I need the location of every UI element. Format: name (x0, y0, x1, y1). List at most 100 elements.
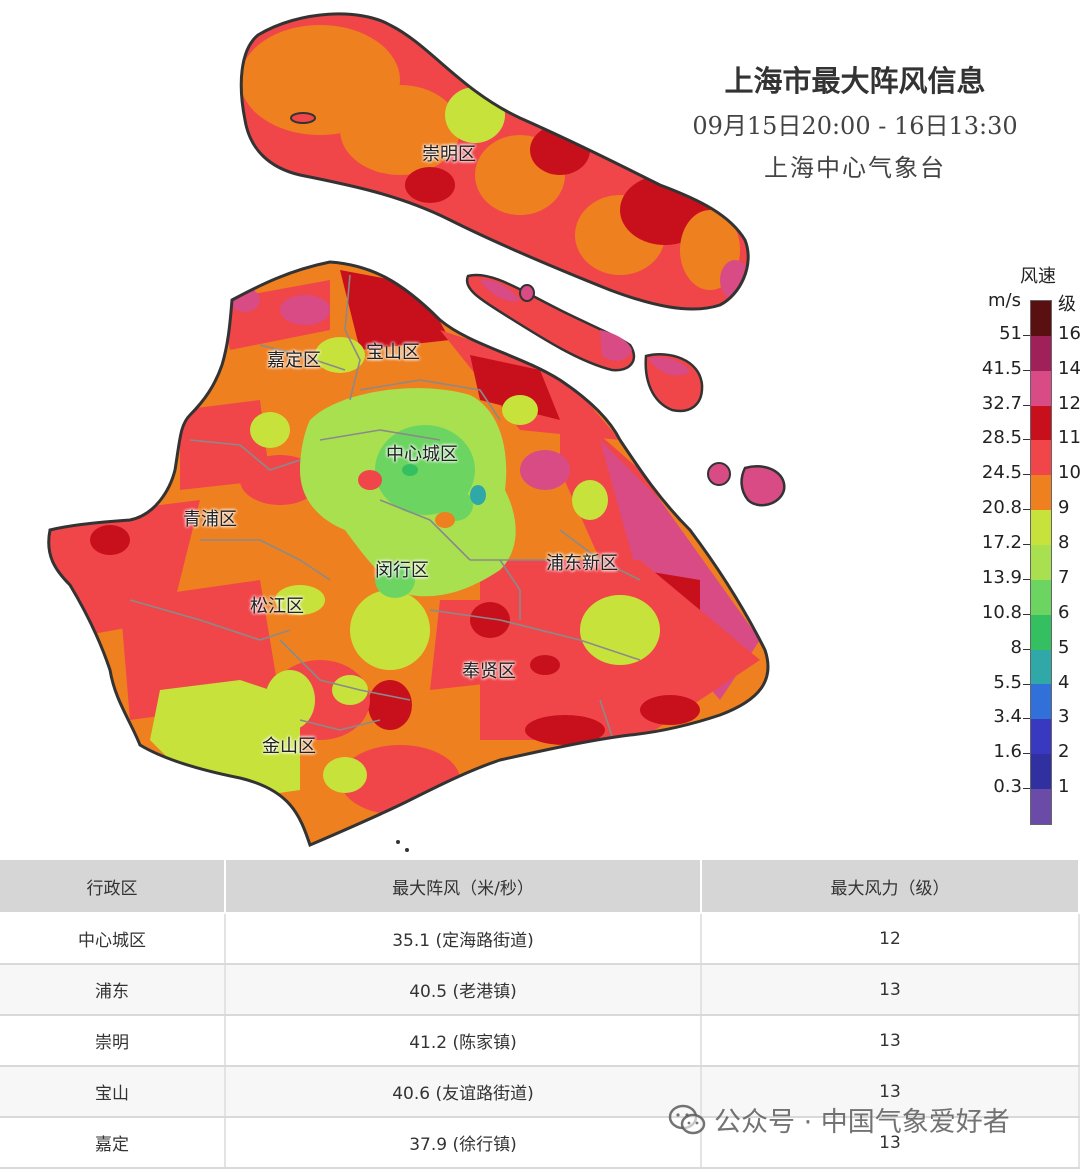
cell-gust: 35.1 (定海路街道) (225, 913, 702, 965)
cell-gust: 41.2 (陈家镇) (225, 1015, 702, 1067)
legend-tick (1023, 544, 1030, 546)
col-district: 行政区 (0, 860, 226, 914)
label-center: 中心城区 (386, 444, 458, 465)
col-gust: 最大阵风（米/秒） (225, 860, 702, 914)
legend-speed-label: 17.2 (981, 532, 1022, 554)
legend-color-segment (1031, 335, 1051, 371)
legend-speed-label: 10.8 (981, 601, 1022, 623)
watermark: 公众号 · 中国气象爱好者 (668, 1100, 1010, 1139)
legend-grade-label: 3 (1058, 706, 1070, 728)
table-header-row: 行政区 最大阵风（米/秒） 最大风力（级） (0, 860, 1080, 914)
legend-tick (1023, 334, 1030, 336)
legend-grade-label: 8 (1058, 532, 1070, 554)
table-row: 浦东 40.5 (老港镇) 13 (0, 964, 1080, 1016)
legend-color-segment (1031, 510, 1051, 546)
legend-color-segment (1031, 370, 1051, 406)
cell-grade: 13 (701, 1117, 1080, 1169)
legend-tick (1023, 439, 1030, 441)
legend-color-segment (1031, 789, 1051, 824)
legend-grade-label: 10 (1058, 462, 1080, 484)
legend-color-segment (1031, 754, 1051, 790)
legend-grade-label: 12 (1058, 392, 1080, 414)
label-qingpu: 青浦区 (183, 509, 237, 530)
cell-grade: 13 (701, 1066, 1080, 1118)
gust-table: 行政区 最大阵风（米/秒） 最大风力（级） 中心城区 35.1 (定海路街道) … (0, 860, 1080, 1169)
legend-grade-label: 6 (1058, 601, 1070, 623)
cell-district: 崇明 (0, 1015, 226, 1067)
cell-grade: 12 (701, 913, 1080, 965)
issuing-organization: 上海中心气象台 (764, 154, 946, 182)
legend-tick (1023, 718, 1030, 720)
legend-grade-label: 5 (1058, 636, 1070, 658)
legend-color-bar (1030, 300, 1052, 825)
legend-tick (1023, 509, 1030, 511)
table-row: 宝山 40.6 (友谊路街道) 13 (0, 1066, 1080, 1118)
cell-gust: 40.5 (老港镇) (225, 964, 702, 1016)
table-row: 中心城区 35.1 (定海路街道) 12 (0, 913, 1080, 965)
legend-grade-header: 级 (1058, 294, 1076, 315)
label-jinshan: 金山区 (262, 736, 316, 757)
legend-grade-label: 2 (1058, 741, 1070, 763)
legend-color-segment (1031, 719, 1051, 755)
legend-color-segment (1031, 301, 1051, 336)
legend-speed-label: 0.3 (993, 776, 1022, 798)
legend-speed-label: 3.4 (993, 706, 1022, 728)
cell-district: 宝山 (0, 1066, 226, 1118)
legend-grade-label: 9 (1058, 497, 1070, 519)
label-pudong: 浦东新区 (546, 553, 618, 574)
legend-color-segment (1031, 614, 1051, 650)
cell-district: 中心城区 (0, 913, 226, 965)
legend-title: 风速 (1020, 266, 1056, 287)
legend-grade-label: 4 (1058, 671, 1070, 693)
label-minhang: 闵行区 (375, 560, 429, 581)
legend-speed-label: 1.6 (993, 741, 1022, 763)
cell-district: 嘉定 (0, 1117, 226, 1169)
legend-color-segment (1031, 440, 1051, 476)
col-grade: 最大风力（级） (701, 860, 1080, 914)
gust-map (47, 12, 786, 852)
legend-speed-label: 41.5 (981, 357, 1022, 379)
legend-color-segment (1031, 684, 1051, 720)
cell-district: 浦东 (0, 964, 226, 1016)
legend-speed-label: 51 (999, 322, 1022, 344)
cell-grade: 13 (701, 1015, 1080, 1067)
legend-color-segment (1031, 475, 1051, 511)
legend-speed-label: 20.8 (981, 497, 1022, 519)
legend-color-segment (1031, 545, 1051, 580)
legend-tick (1023, 753, 1030, 755)
label-chongming: 崇明区 (422, 144, 476, 165)
legend-tick (1023, 369, 1030, 371)
label-fengxian: 奉贤区 (462, 661, 516, 682)
legend-speed-label: 5.5 (993, 671, 1022, 693)
legend-speed-label: 24.5 (981, 462, 1022, 484)
label-jiading: 嘉定区 (267, 350, 321, 371)
table-row: 嘉定 37.9 (徐行镇) 13 (0, 1117, 1080, 1169)
table-row: 崇明 41.2 (陈家镇) 13 (0, 1015, 1080, 1067)
cell-gust: 37.9 (徐行镇) (225, 1117, 702, 1169)
wechat-icon (668, 1104, 706, 1134)
legend-color-segment (1031, 579, 1051, 615)
legend-tick (1023, 613, 1030, 615)
legend-tick (1023, 788, 1030, 790)
legend-speed-label: 28.5 (981, 427, 1022, 449)
label-baoshan: 宝山区 (366, 342, 420, 363)
legend-tick (1023, 578, 1030, 580)
legend-tick (1023, 404, 1030, 406)
legend-speed-label: 13.9 (981, 566, 1022, 588)
legend-color-segment (1031, 649, 1051, 685)
legend-grade-label: 1 (1058, 776, 1070, 798)
legend-tick (1023, 683, 1030, 685)
legend-grade-label: 16 (1058, 322, 1080, 344)
cell-grade: 13 (701, 964, 1080, 1016)
legend-color-segment (1031, 405, 1051, 441)
legend-tick (1023, 474, 1030, 476)
time-range: 09月15日20:00 - 16日13:30 (692, 112, 1018, 140)
map-title: 上海市最大阵风信息 (724, 64, 986, 98)
cell-gust: 40.6 (友谊路街道) (225, 1066, 702, 1118)
label-songjiang: 松江区 (250, 596, 304, 617)
watermark-text: 公众号 · 中国气象爱好者 (714, 1107, 1010, 1138)
legend-unit: m/s (988, 290, 1021, 311)
legend-tick (1023, 648, 1030, 650)
legend-grade-label: 14 (1058, 357, 1080, 379)
legend-grade-label: 11 (1058, 427, 1080, 449)
